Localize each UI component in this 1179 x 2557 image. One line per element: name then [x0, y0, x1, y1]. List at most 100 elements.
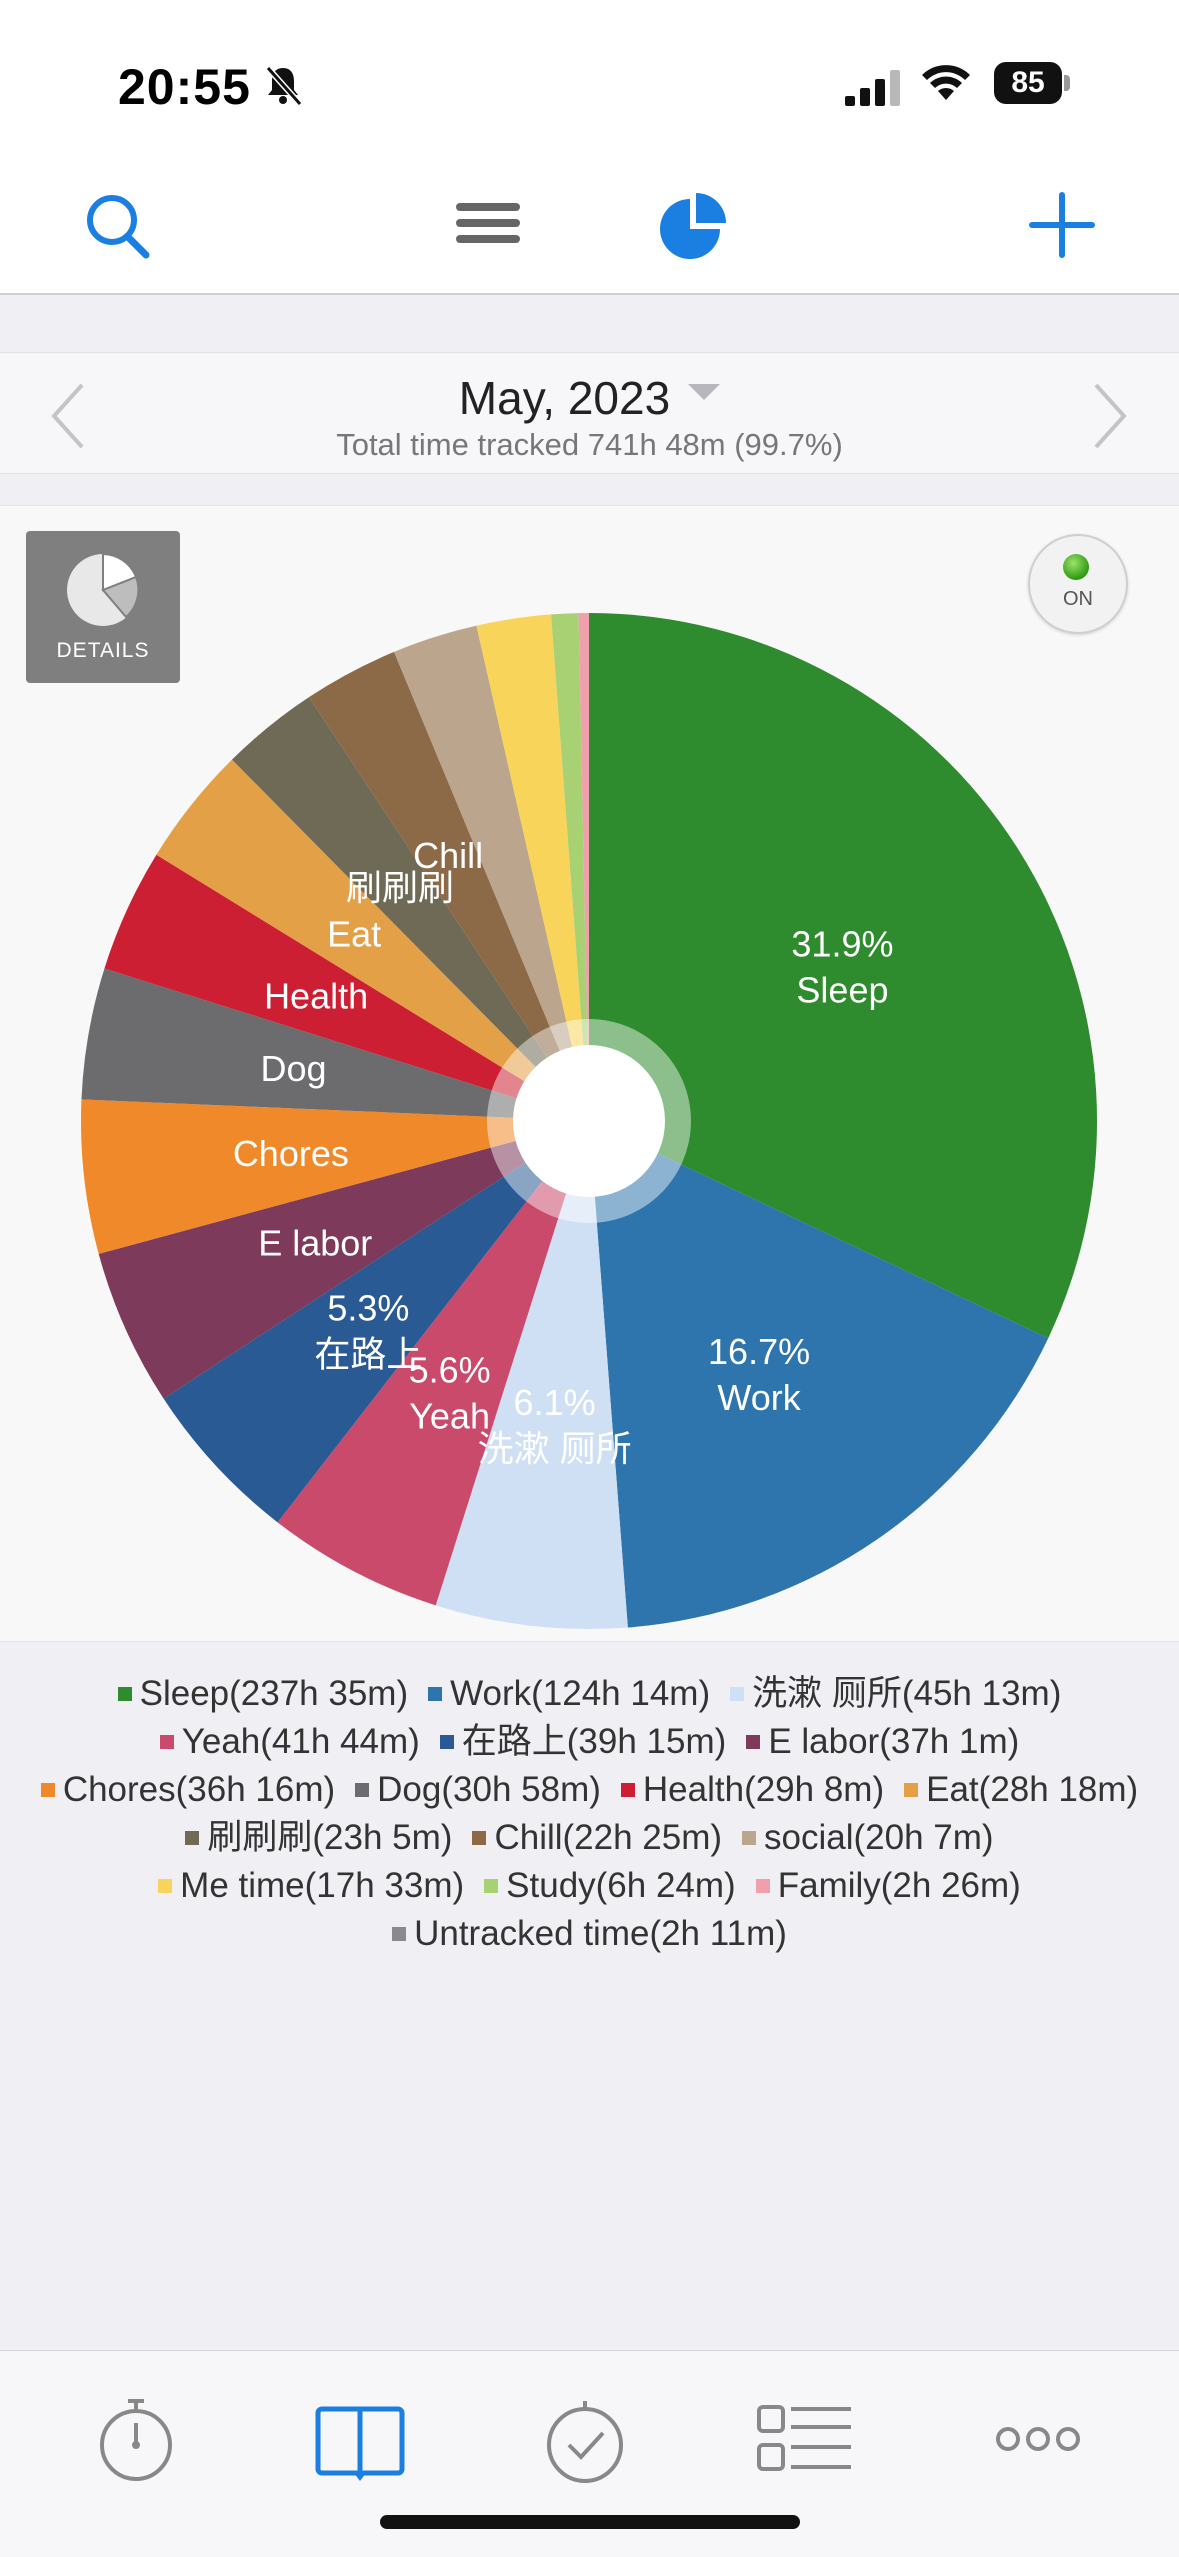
pie-percent-label-3: 6.1% — [514, 1382, 596, 1423]
pie-chart[interactable]: 31.9% Sleep 16.7% Work 6.1% 洗漱 厕所 5.6% Yeah 5.3%… — [0, 506, 1179, 1641]
stopwatch-icon[interactable] — [86, 2389, 186, 2489]
pie-slice-8[interactable] — [81, 968, 589, 1121]
check-clock-icon[interactable] — [535, 2389, 635, 2489]
legend-label-7: Chores(36h 16m) — [62, 1770, 336, 1809]
clock: 20:55 — [118, 59, 251, 115]
legend-label-8: Dog(30h 58m) — [377, 1770, 601, 1809]
pie-label-11: 刷刷刷 — [346, 867, 454, 908]
cellular-signal-icon — [845, 70, 900, 106]
pie-percent-label-4: 5.6% — [409, 1350, 491, 1391]
pie-slice-10[interactable] — [156, 759, 589, 1121]
pie-percent-label-1: 31.9% — [791, 924, 893, 965]
legend-label-6: E labor(37h 1m) — [768, 1722, 1020, 1761]
pie-slice-6[interactable] — [98, 1121, 589, 1399]
pie-slice-2[interactable] — [589, 1121, 1049, 1628]
legend-item-7: Chores(36h 16m) — [40, 1766, 336, 1814]
pie-slice-1[interactable] — [589, 613, 1097, 1339]
pie-label-10: Eat — [327, 913, 381, 954]
legend-swatch-7 — [40, 1783, 55, 1797]
book-icon[interactable] — [310, 2389, 410, 2489]
on-indicator-dot — [1063, 554, 1089, 580]
legend-item-11: 刷刷刷(23h 5m) — [185, 1814, 452, 1862]
legend-label-17: Untracked time(2h 11m) — [414, 1914, 787, 1953]
pie-center-hole — [513, 1045, 665, 1197]
pie-label-4: Yeah — [409, 1396, 490, 1437]
pie-slice-14[interactable] — [476, 614, 589, 1121]
legend-item-3: 洗漱 厕所(45h 13m) — [730, 1670, 1061, 1718]
legend-swatch-11 — [185, 1831, 200, 1845]
search-icon[interactable] — [78, 185, 158, 265]
legend-swatch-16 — [755, 1879, 770, 1893]
legend-item-15: Study(6h 24m) — [484, 1862, 736, 1910]
legend-swatch-2 — [428, 1687, 443, 1701]
legend-swatch-14 — [158, 1879, 173, 1893]
legend-label-15: Study(6h 24m) — [506, 1866, 736, 1905]
legend-label-9: Health(29h 8m) — [642, 1770, 885, 1809]
legend-label-10: Eat(28h 18m) — [926, 1770, 1139, 1809]
pie-details-icon — [67, 552, 140, 626]
details-button[interactable]: DETAILS — [26, 531, 180, 683]
legend-item-13: social(20h 7m) — [742, 1814, 994, 1862]
pie-percent-label-5: 5.3% — [327, 1287, 409, 1328]
caret-down-icon — [688, 384, 721, 400]
legend-swatch-6 — [746, 1735, 761, 1749]
pie-slice-7[interactable] — [81, 1099, 590, 1254]
next-month-arrow-icon[interactable] — [1090, 381, 1130, 451]
battery-level: 85 — [994, 62, 1062, 104]
legend-swatch-9 — [620, 1783, 635, 1797]
legend-item-9: Health(29h 8m) — [620, 1766, 885, 1814]
add-icon[interactable] — [1022, 185, 1102, 265]
legend-label-2: Work(124h 14m) — [450, 1674, 711, 1713]
legend-item-10: Eat(28h 18m) — [904, 1766, 1138, 1814]
legend-label-1: Sleep(237h 35m) — [139, 1674, 409, 1713]
pie-label-9: Health — [264, 975, 368, 1016]
legend-swatch-1 — [117, 1687, 132, 1701]
legend-label-3: 洗漱 厕所(45h 13m) — [752, 1674, 1062, 1713]
legend-swatch-5 — [439, 1735, 454, 1749]
pie-slice-5[interactable] — [163, 1121, 589, 1523]
legend-swatch-12 — [472, 1831, 487, 1845]
pie-slice-16[interactable] — [578, 613, 589, 1121]
month-selector[interactable]: May, 2023 — [0, 371, 1179, 425]
legend-label-5: 在路上(39h 15m) — [461, 1722, 727, 1761]
pie-label-3: 洗漱 厕所 — [478, 1428, 632, 1469]
pie-slice-3[interactable] — [435, 1121, 628, 1629]
pie-chart-icon[interactable] — [650, 185, 730, 265]
top-toolbar — [0, 160, 1179, 295]
list-icon[interactable] — [755, 2389, 855, 2489]
legend-item-5: 在路上(39h 15m) — [439, 1718, 727, 1766]
legend-item-2: Work(124h 14m) — [428, 1670, 710, 1718]
legend-item-1: Sleep(237h 35m) — [117, 1670, 409, 1718]
pie-label-8: Dog — [260, 1048, 326, 1089]
pie-slice-12[interactable] — [308, 651, 589, 1121]
legend-swatch-10 — [904, 1783, 919, 1797]
month-header: May, 2023 Total time tracked 741h 48m (9… — [0, 352, 1179, 474]
legend-item-14: Me time(17h 33m) — [158, 1862, 464, 1910]
legend-item-17: Untracked time(2h 11m) — [392, 1910, 787, 1958]
pie-label-12: Chill — [413, 835, 483, 876]
pie-label-6: E labor — [258, 1223, 372, 1264]
home-indicator — [380, 2515, 800, 2529]
hamburger-menu-icon[interactable] — [448, 185, 528, 265]
legend-item-12: Chill(22h 25m) — [472, 1814, 722, 1862]
legend-swatch-8 — [355, 1783, 370, 1797]
labels-toggle[interactable]: ON — [1028, 534, 1128, 634]
legend-item-8: Dog(30h 58m) — [355, 1766, 601, 1814]
previous-month-arrow-icon[interactable] — [48, 381, 88, 451]
details-label: DETAILS — [56, 639, 150, 662]
pie-slice-11[interactable] — [231, 697, 589, 1121]
chart-panel: 31.9% Sleep 16.7% Work 6.1% 洗漱 厕所 5.6% Yeah 5.3%… — [0, 505, 1179, 1642]
pie-slice-15[interactable] — [551, 613, 589, 1121]
pie-slice-9[interactable] — [104, 854, 589, 1121]
more-icon[interactable] — [988, 2389, 1088, 2489]
total-time-tracked: Total time tracked 741h 48m (99.7%) — [336, 427, 843, 462]
legend-swatch-13 — [742, 1831, 757, 1845]
status-bar: 20:55 85 — [0, 0, 1179, 160]
pie-slice-13[interactable] — [394, 625, 589, 1121]
bell-muted-icon — [265, 66, 303, 106]
pie-label-2: Work — [717, 1377, 801, 1418]
legend-label-11: 刷刷刷(23h 5m) — [207, 1818, 453, 1857]
battery-indicator: 85 — [994, 62, 1072, 104]
pie-label-5: 在路上 — [314, 1333, 422, 1374]
pie-slice-4[interactable] — [277, 1121, 589, 1606]
